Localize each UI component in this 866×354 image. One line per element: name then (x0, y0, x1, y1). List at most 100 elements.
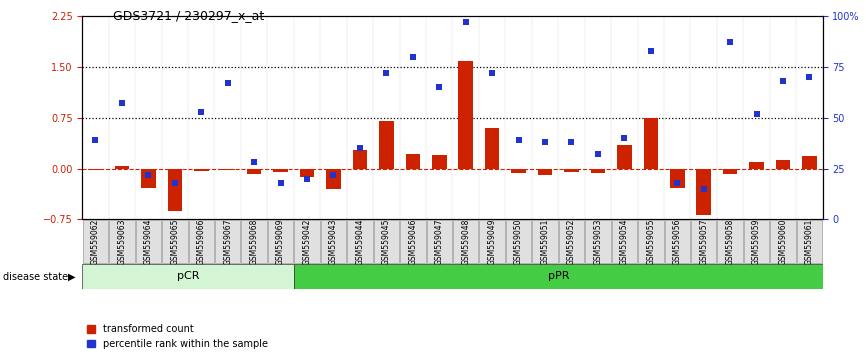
Point (141, 172, 155, 178)
Point (803, 74, 817, 80)
Bar (691, 220, 716, 263)
Bar (744, 220, 769, 263)
Point (326, 172, 340, 178)
Bar (591, 169, 605, 173)
Text: GSM559060: GSM559060 (779, 218, 787, 265)
Bar (379, 121, 394, 169)
Bar (723, 169, 738, 174)
Bar (538, 169, 553, 175)
Text: GSM559052: GSM559052 (567, 218, 576, 265)
Text: GSM559055: GSM559055 (646, 218, 656, 265)
Bar (242, 220, 267, 263)
Point (194, 109, 208, 114)
Bar (749, 162, 764, 169)
Bar (136, 220, 161, 263)
Point (301, 176, 314, 182)
Text: GSM559057: GSM559057 (699, 218, 708, 265)
Text: GSM559061: GSM559061 (805, 218, 814, 265)
Point (115, 101, 129, 106)
Point (697, 186, 711, 192)
Bar (776, 160, 791, 169)
Bar (717, 220, 743, 263)
Text: GSM559046: GSM559046 (409, 218, 417, 265)
Point (406, 54, 420, 59)
Bar (511, 169, 526, 173)
Text: GDS3721 / 230297_x_at: GDS3721 / 230297_x_at (113, 9, 264, 22)
Text: GSM559053: GSM559053 (593, 218, 603, 265)
Point (644, 48, 658, 53)
Legend: transformed count, percentile rank within the sample: transformed count, percentile rank withi… (87, 324, 268, 349)
Text: GSM559042: GSM559042 (302, 218, 312, 265)
Text: pCR: pCR (177, 272, 199, 281)
Bar (696, 169, 711, 215)
Bar (215, 220, 241, 263)
Point (168, 180, 182, 185)
Text: GSM559065: GSM559065 (171, 218, 179, 265)
Bar (432, 155, 447, 169)
Point (750, 111, 764, 116)
Text: GSM559051: GSM559051 (540, 218, 550, 265)
Bar (88, 169, 103, 170)
Text: GSM559062: GSM559062 (91, 218, 100, 265)
Bar (485, 128, 500, 169)
Bar (638, 220, 663, 263)
Point (459, 19, 473, 25)
Point (274, 180, 288, 185)
Bar (771, 220, 796, 263)
Point (617, 135, 631, 141)
Bar (247, 169, 262, 174)
Point (379, 70, 393, 76)
Bar (194, 169, 209, 171)
Bar (400, 220, 425, 263)
Text: GSM559043: GSM559043 (329, 218, 338, 265)
Text: GSM559067: GSM559067 (223, 218, 232, 265)
Text: GSM559063: GSM559063 (118, 218, 126, 265)
Text: GSM559047: GSM559047 (435, 218, 443, 265)
Text: GSM559048: GSM559048 (462, 218, 470, 265)
Bar (167, 169, 182, 211)
Point (591, 152, 604, 157)
Bar (294, 264, 823, 289)
Bar (294, 220, 320, 263)
Bar (617, 145, 631, 169)
Bar (670, 169, 684, 188)
Bar (664, 220, 690, 263)
Text: GSM559064: GSM559064 (144, 218, 153, 265)
Point (247, 160, 261, 165)
Bar (221, 169, 235, 170)
Bar (611, 220, 637, 263)
Point (353, 145, 367, 151)
Text: disease state: disease state (3, 272, 68, 282)
Point (432, 84, 446, 90)
Bar (458, 61, 473, 169)
Text: GSM559058: GSM559058 (726, 218, 734, 265)
Bar (114, 166, 129, 169)
Bar (405, 154, 420, 169)
Point (776, 78, 790, 84)
Bar (82, 264, 294, 289)
Bar (268, 220, 294, 263)
Text: GSM559069: GSM559069 (276, 218, 285, 265)
Point (221, 80, 235, 86)
Bar (352, 150, 367, 169)
Bar (320, 220, 346, 263)
Text: ▶: ▶ (68, 272, 75, 282)
Point (512, 137, 526, 143)
Point (670, 180, 684, 185)
Bar (109, 220, 134, 263)
Text: pPR: pPR (547, 272, 569, 281)
Bar (506, 220, 531, 263)
Bar (189, 220, 214, 263)
Point (723, 40, 737, 45)
Bar (802, 156, 817, 169)
Bar (533, 220, 558, 263)
Bar (274, 169, 288, 172)
Text: GSM559059: GSM559059 (752, 218, 761, 265)
Point (485, 70, 499, 76)
Text: GSM559068: GSM559068 (249, 218, 259, 265)
Bar (643, 118, 658, 169)
Bar (347, 220, 372, 263)
Bar (300, 169, 314, 177)
Bar (585, 220, 611, 263)
Text: GSM559044: GSM559044 (355, 218, 365, 265)
